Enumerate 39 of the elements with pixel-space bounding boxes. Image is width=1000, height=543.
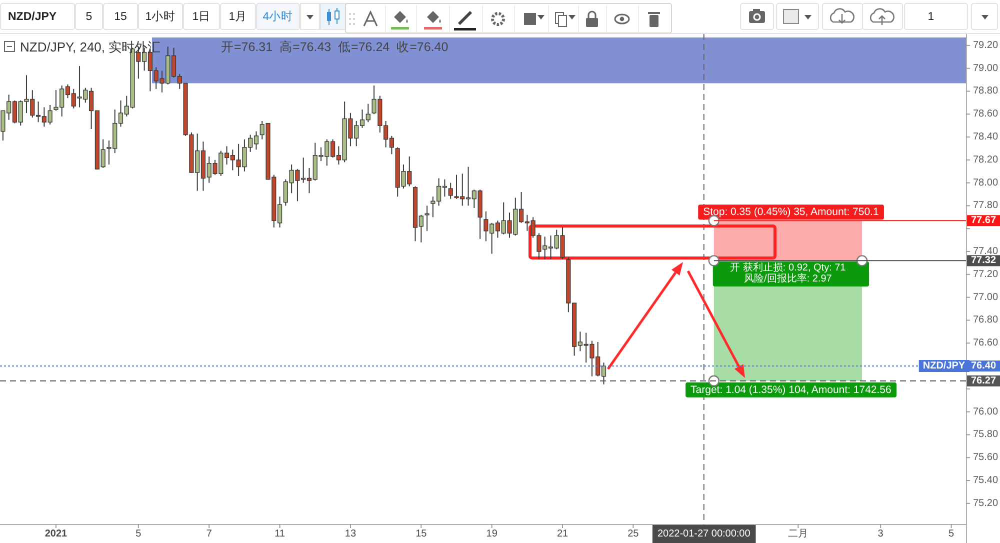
x-tick-label: 2021 (44, 528, 68, 540)
crosshair-x-label: 2022-01-27 00:00:00 (652, 525, 756, 543)
y-tick-label: 78.20 (973, 154, 998, 166)
y-tick-label: 78.40 (973, 132, 998, 143)
y-tick-label: 75.40 (973, 474, 998, 486)
x-tick-label: 7 (206, 528, 212, 540)
x-tick-label: 15 (416, 528, 428, 540)
y-tick-label: 78.80 (973, 86, 998, 97)
y-tick-label: 79.20 (973, 40, 998, 51)
x-tick-label: 21 (556, 528, 569, 540)
x-tick-label: 3 (878, 528, 884, 540)
annotation: NZD/JPY (922, 360, 966, 372)
x-tick-label: 11 (274, 528, 286, 540)
x-tick-label: 25 (628, 528, 640, 540)
y-tick-label: 79.00 (973, 62, 998, 74)
y-tick-label: 77.20 (973, 268, 998, 280)
y-tick-label: 78.60 (973, 108, 998, 120)
ref-line-label: 77.67 (970, 215, 996, 226)
y-tick-label: 76.60 (973, 338, 998, 349)
x-tick-label: 二月 (788, 528, 808, 540)
x-tick-label: 13 (344, 528, 356, 540)
x-tick-label: 19 (486, 528, 498, 540)
y-tick-label: 77.00 (973, 292, 998, 303)
x-tick-label: 2022-01-27 00:00:00 (657, 528, 751, 540)
ref-line-label: 76.40 (970, 360, 996, 372)
y-tick-label: 77.80 (973, 200, 998, 212)
x-tick-label: 5 (948, 528, 954, 540)
y-tick-label: 77.40 (973, 246, 998, 258)
series-name-tag: NZD/JPY (918, 360, 970, 372)
y-tick-label: 75.60 (973, 452, 998, 464)
y-tick-label: 76.00 (973, 406, 998, 418)
ref-line-label: 76.27 (970, 375, 996, 386)
x-tick-label: 5 (136, 528, 142, 540)
y-tick-label: 78.00 (973, 177, 998, 188)
y-tick-label: 75.80 (973, 429, 998, 440)
ref-line-label: 77.32 (970, 255, 996, 266)
band-label: Target: 1.04 (1.35%) 104, Amount: 1742.56 (690, 384, 892, 396)
y-tick-label: 75.20 (973, 498, 998, 509)
y-tick-label: 76.80 (973, 314, 998, 326)
